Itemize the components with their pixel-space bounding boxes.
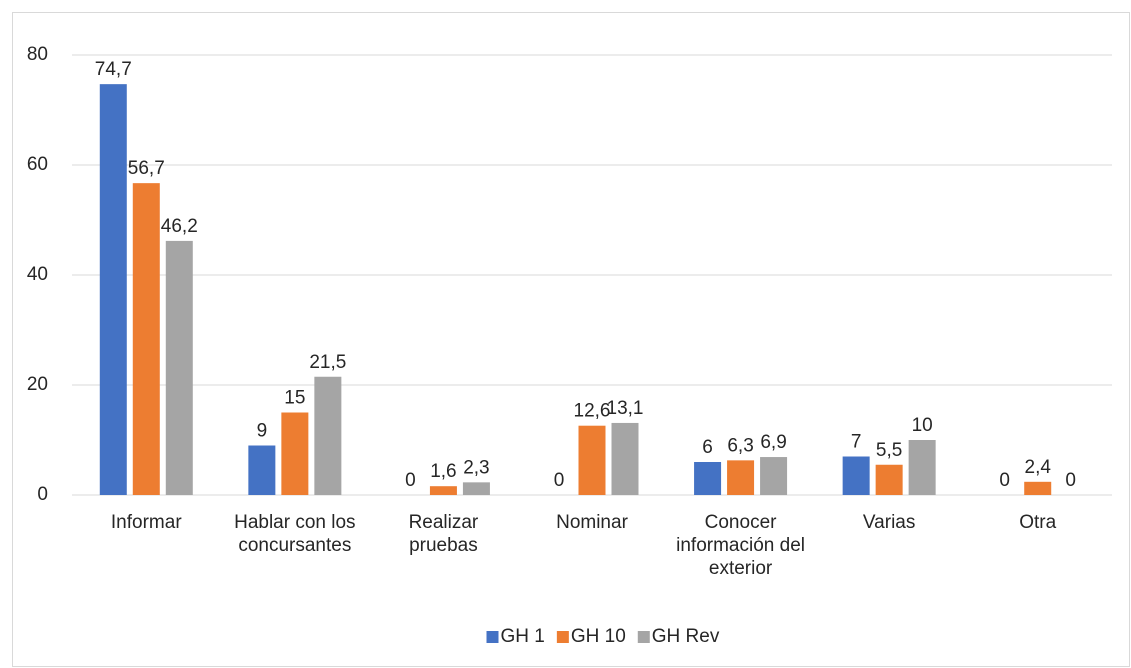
- x-tick-label: Hablar con los concursantes: [234, 512, 356, 556]
- data-label: 0: [999, 470, 1010, 491]
- data-label: 6,9: [760, 432, 786, 453]
- data-label: 7: [851, 432, 862, 453]
- legend-swatch: [637, 631, 650, 643]
- y-tick-label: 80: [27, 44, 48, 65]
- data-label: 46,2: [161, 216, 198, 237]
- x-tick-label: Otra: [1019, 512, 1057, 533]
- bar: [99, 84, 127, 496]
- data-label: 2,4: [1025, 457, 1052, 478]
- bar: [875, 464, 903, 495]
- data-label: 74,7: [95, 59, 132, 80]
- data-label: 0: [405, 470, 416, 491]
- y-tick-label: 40: [27, 264, 48, 285]
- legend-label: GH 1: [501, 626, 545, 647]
- bar: [908, 440, 936, 495]
- data-label: 6: [702, 437, 713, 458]
- bar: [760, 457, 788, 495]
- bar: [842, 456, 870, 495]
- chart-border: [12, 12, 1130, 667]
- x-tick-label: Varias: [862, 512, 916, 533]
- data-label: 5,5: [876, 440, 902, 461]
- data-label: 56,7: [128, 158, 165, 179]
- x-tick-label: Conocer información del exterior: [676, 512, 805, 579]
- data-label: 21,5: [309, 352, 346, 373]
- data-label: 2,3: [463, 457, 489, 478]
- y-tick-label: 60: [27, 154, 48, 175]
- data-label: 13,1: [607, 398, 644, 419]
- data-label: 12,6: [574, 401, 611, 422]
- legend-swatch: [556, 631, 569, 643]
- y-tick-label: 20: [27, 374, 48, 395]
- bar: [462, 482, 490, 495]
- bar: [611, 422, 639, 495]
- data-label: 0: [554, 470, 565, 491]
- bar: [314, 376, 342, 495]
- legend-label: GH 10: [571, 626, 626, 647]
- y-tick-label: 0: [37, 484, 48, 505]
- data-label: 6,3: [727, 435, 753, 456]
- bar: [248, 445, 276, 495]
- x-tick-label: Informar: [110, 512, 182, 533]
- data-label: 15: [284, 388, 305, 409]
- data-label: 9: [257, 421, 268, 442]
- bar: [165, 240, 193, 495]
- x-tick-label: Nominar: [556, 512, 628, 533]
- data-label: 0: [1065, 470, 1076, 491]
- bar: [578, 425, 606, 495]
- x-tick-label: Realizar pruebas: [408, 512, 479, 556]
- bar: [281, 412, 309, 495]
- bar: [727, 460, 755, 495]
- data-label: 1,6: [430, 461, 456, 482]
- bar: [694, 462, 722, 495]
- data-label: 10: [912, 415, 933, 436]
- bar: [429, 486, 457, 495]
- legend-swatch: [486, 631, 499, 643]
- bar: [132, 183, 160, 495]
- legend-label: GH Rev: [652, 626, 720, 647]
- bar: [1024, 481, 1052, 495]
